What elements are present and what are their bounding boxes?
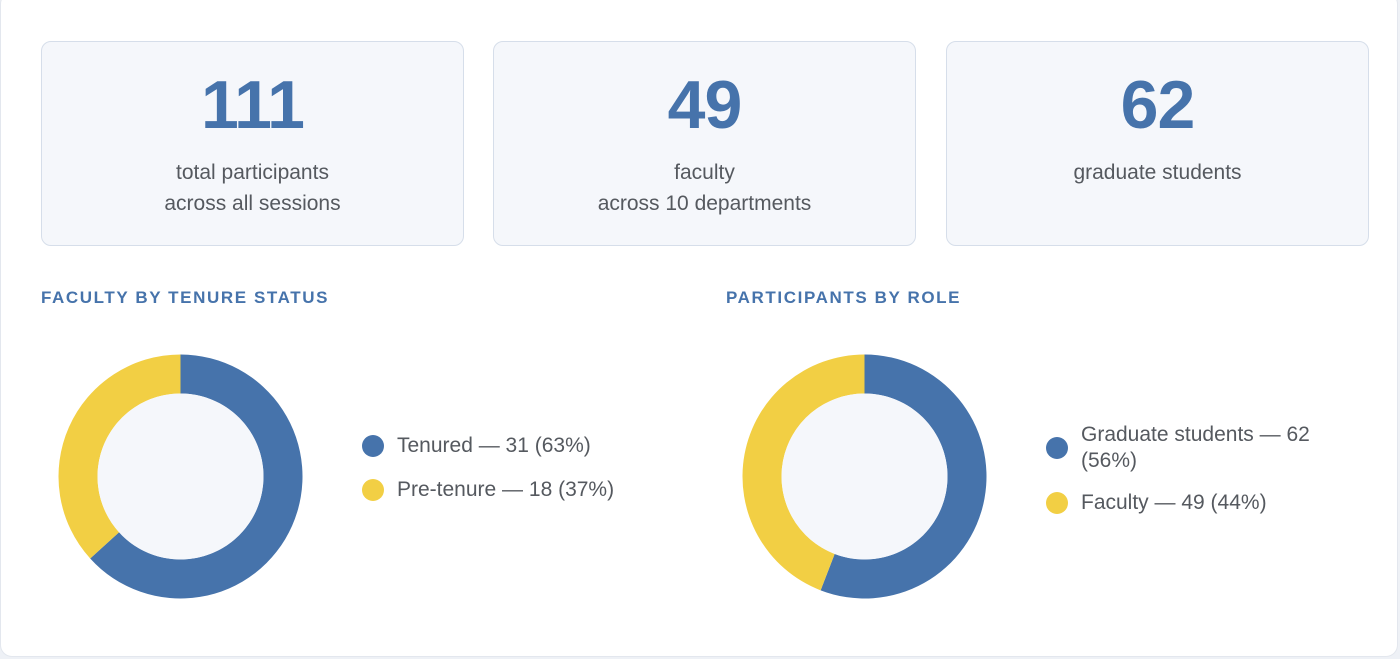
legend-swatch xyxy=(362,479,384,501)
stat-description: total participants across all sessions xyxy=(42,157,463,219)
stat-card-graduate: 62 graduate students xyxy=(946,41,1369,246)
stat-line: faculty xyxy=(674,161,735,184)
legend-swatch xyxy=(362,435,384,457)
donut-hole xyxy=(781,393,948,560)
stat-line: graduate students xyxy=(1073,161,1242,184)
role-legend: Graduate students — 62 (56%) Faculty — 4… xyxy=(1046,422,1346,516)
legend-swatch xyxy=(1046,492,1068,514)
stat-line: across all sessions xyxy=(164,192,341,215)
legend-item-tenured: Tenured — 31 (63%) xyxy=(362,433,662,459)
stat-description: faculty across 10 departments xyxy=(494,157,915,219)
chart-title-role: PARTICIPANTS BY ROLE xyxy=(726,288,962,307)
stat-value: 62 xyxy=(1120,67,1196,143)
legend-label: Tenured — 31 (63%) xyxy=(397,434,591,457)
stat-line: total participants xyxy=(176,161,329,184)
legend-label: Graduate students — 62 (56%) xyxy=(1081,423,1310,472)
tenure-legend: Tenured — 31 (63%) Pre-tenure — 18 (37%) xyxy=(362,433,662,503)
legend-label: Pre-tenure — 18 (37%) xyxy=(397,478,615,501)
legend-swatch xyxy=(1046,437,1068,459)
stat-description: graduate students xyxy=(947,157,1368,188)
legend-label: Faculty — 49 (44%) xyxy=(1081,491,1267,514)
stat-value: 49 xyxy=(667,67,743,143)
stat-value: 111 xyxy=(201,67,305,143)
legend-item-faculty: Faculty — 49 (44%) xyxy=(1046,490,1346,516)
role-donut-chart xyxy=(742,354,987,599)
donut-slice-pre-tenure xyxy=(58,354,181,559)
donut-slice-tenured xyxy=(90,354,303,599)
donut-hole xyxy=(97,393,264,560)
stat-card-total: 111 total participants across all sessio… xyxy=(41,41,464,246)
stat-line: across 10 departments xyxy=(597,192,812,215)
stat-card-faculty: 49 faculty across 10 departments xyxy=(493,41,916,246)
legend-item-pre-tenure: Pre-tenure — 18 (37%) xyxy=(362,477,662,503)
donut-slice-graduate-students xyxy=(820,354,987,599)
tenure-donut-chart xyxy=(58,354,303,599)
chart-title-tenure: FACULTY BY TENURE STATUS xyxy=(41,288,330,307)
donut-slice-faculty xyxy=(742,354,865,591)
legend-item-graduate-students: Graduate students — 62 (56%) xyxy=(1046,422,1346,474)
